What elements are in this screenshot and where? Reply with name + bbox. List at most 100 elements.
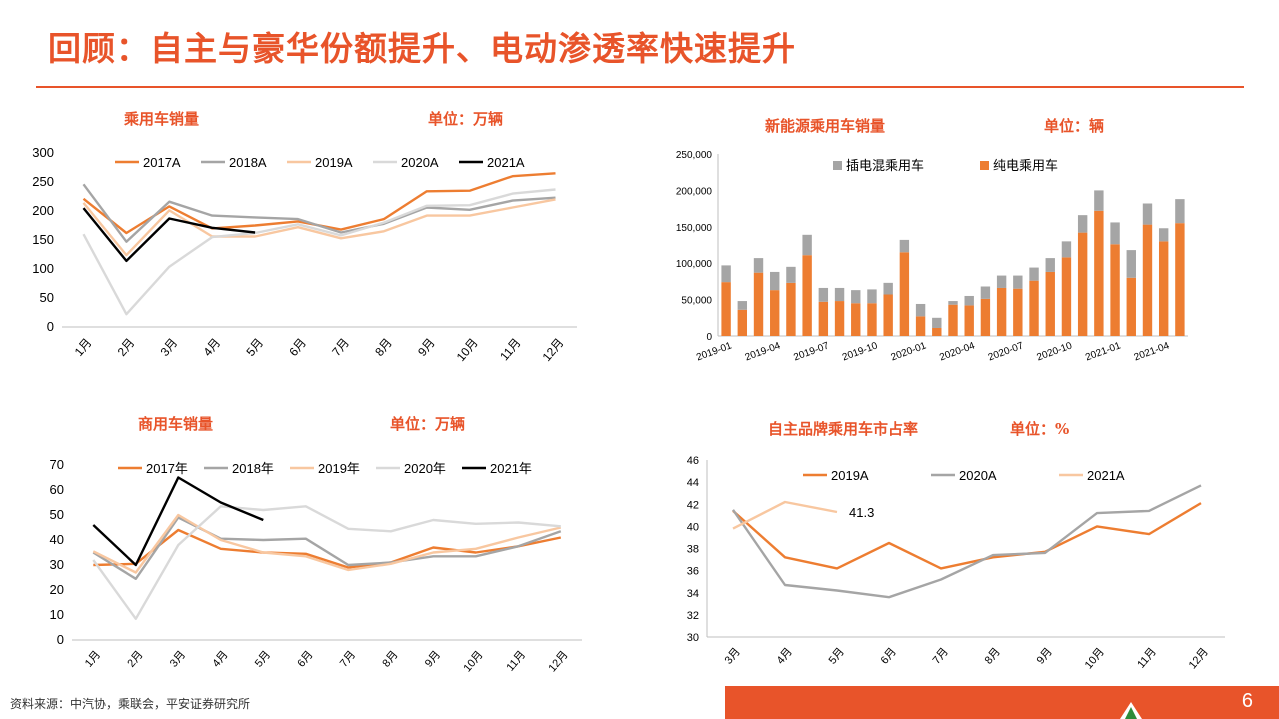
legend-swatch	[980, 161, 989, 170]
passenger-sales-chart: 0 50 100 150 200 250 300 1月 2月 3月 4月 5月 6月 7月 8月 9月 10月 1…	[32, 145, 577, 364]
share-panel-unit: 单位：%	[1010, 420, 1070, 438]
y-tick-label: 38	[687, 544, 699, 556]
domestic-share-chart: 30 32 34 36 38 40 42 44 46 3月 4月 5月 6月 7月 8月 9月 10月 11月 12…	[687, 455, 1225, 672]
bar-bev	[1126, 277, 1136, 336]
x-tick-label: 9月	[415, 336, 438, 359]
legend-label: 2020年	[404, 461, 446, 476]
x-tick-label: 2月	[115, 336, 138, 359]
bar-phev	[1175, 199, 1185, 224]
title-divider	[36, 86, 1244, 88]
x-tick-label: 12月	[1187, 646, 1211, 672]
legend-label: 2017A	[143, 155, 181, 170]
bar-phev	[964, 295, 974, 306]
passenger-panel-unit: 单位：万辆	[428, 110, 504, 128]
bar-bev	[818, 301, 829, 336]
y-tick-label: 0	[706, 332, 712, 343]
legend-label: 2021A	[1087, 468, 1125, 483]
bar-phev	[786, 266, 796, 283]
data-label: 41.3	[849, 505, 874, 520]
x-tick-label: 3月	[158, 336, 181, 359]
y-tick-label: 250,000	[676, 150, 713, 161]
bar-bev	[1110, 244, 1120, 336]
bar-phev	[996, 275, 1007, 288]
footer-bar	[725, 686, 1279, 719]
x-tick-label: 2021-04	[1133, 340, 1172, 363]
bar-bev	[802, 255, 812, 336]
x-tick-label: 2019-01	[695, 340, 734, 363]
x-tick-label: 2020-01	[890, 340, 929, 363]
bar-phev	[737, 301, 748, 310]
y-tick-label: 42	[687, 499, 699, 511]
x-tick-label: 9月	[1035, 646, 1055, 667]
y-tick-label: 50,000	[681, 296, 712, 307]
series-line-2020A	[82, 188, 556, 316]
bar-bev	[1045, 271, 1055, 336]
bar-phev	[834, 287, 845, 302]
y-tick-label: 100,000	[676, 259, 713, 270]
x-tick-label: 6月	[286, 336, 309, 359]
bar-bev	[1094, 210, 1104, 336]
y-tick-label: 150	[32, 232, 54, 247]
x-tick-label: 11月	[497, 336, 523, 364]
y-tick-label: 0	[47, 319, 54, 334]
x-tick-label: 5月	[253, 649, 273, 670]
y-tick-label: 200	[32, 203, 54, 218]
x-tick-label: 3月	[168, 649, 188, 670]
bar-bev	[1077, 232, 1088, 336]
x-tick-label: 10月	[461, 649, 485, 675]
bar-phev	[1142, 203, 1153, 225]
x-tick-label: 12月	[546, 649, 570, 675]
legend-label: 2019年	[318, 461, 360, 476]
slide-title: 回顾：自主与豪华份额提升、电动渗透率快速提升	[48, 29, 796, 68]
footer-source: 资料来源：中汽协，乘联会，平安证券研究所	[10, 697, 251, 711]
x-tick-label: 2月	[125, 649, 145, 670]
bar-bev	[915, 316, 926, 336]
series-line-2021A	[732, 500, 838, 530]
x-tick-label: 4月	[210, 649, 230, 670]
y-tick-label: 34	[687, 588, 699, 600]
series-line-2019A	[82, 198, 556, 257]
y-tick-label: 50	[50, 507, 64, 522]
y-tick-label: 200,000	[676, 186, 713, 197]
x-tick-label: 10月	[1083, 646, 1107, 672]
bar-phev	[948, 301, 958, 305]
x-tick-label: 9月	[423, 649, 443, 670]
nev-panel-title: 新能源乘用车销量	[765, 117, 886, 135]
bar-phev	[932, 317, 942, 328]
y-tick-label: 46	[687, 455, 699, 467]
x-tick-label: 11月	[1135, 646, 1159, 671]
legend-label: 纯电乘用车	[993, 158, 1058, 173]
share-panel-title: 自主品牌乘用车市占率	[768, 420, 919, 438]
series-line-2017年	[93, 528, 562, 569]
bar-phev	[1110, 222, 1120, 245]
x-tick-label: 6月	[879, 646, 899, 667]
bar-bev	[1013, 288, 1023, 336]
bar-phev	[867, 289, 877, 304]
nev-panel-unit: 单位：辆	[1044, 117, 1105, 135]
x-tick-label: 2020-07	[987, 340, 1026, 363]
legend-label: 2020A	[959, 468, 997, 483]
bar-bev	[996, 287, 1007, 336]
bar-bev	[980, 298, 991, 336]
bar-bev	[1142, 224, 1153, 336]
series-line-2021A	[82, 207, 256, 263]
y-tick-label: 40	[50, 532, 64, 547]
bar-bev	[932, 327, 942, 336]
x-tick-label: 5月	[827, 646, 847, 667]
y-tick-label: 100	[32, 261, 54, 276]
bar-phev	[980, 286, 991, 299]
bar-bev	[770, 290, 780, 336]
series-line-2019年	[92, 513, 562, 574]
bar-bev	[1158, 241, 1169, 336]
bar-bev	[948, 304, 958, 336]
y-tick-label: 32	[687, 610, 699, 622]
y-tick-label: 36	[687, 566, 699, 578]
bar-bev	[1061, 257, 1072, 336]
bar-bev	[737, 309, 748, 336]
x-tick-label: 4月	[775, 646, 795, 667]
legend-label: 2020A	[401, 155, 439, 170]
y-tick-label: 300	[32, 145, 54, 160]
y-tick-label: 10	[50, 607, 64, 622]
x-tick-label: 3月	[723, 646, 743, 667]
commercial-sales-chart: 0 10 20 30 40 50 60 70 1月 2月 3月 4月 5月 6月 7月 8月 9月 10月 11月 1…	[50, 457, 582, 675]
